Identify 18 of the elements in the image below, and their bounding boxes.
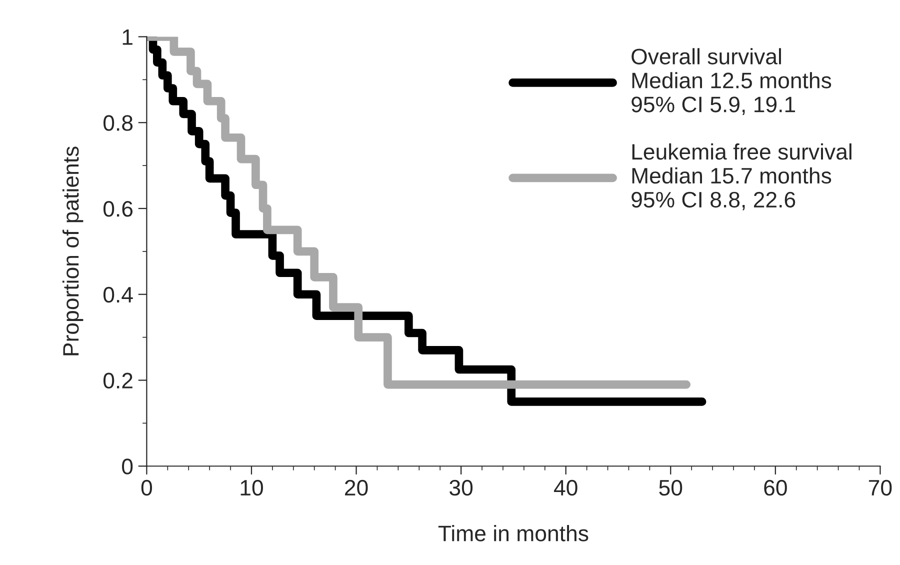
x-tick-label: 20	[345, 480, 368, 496]
legend-label: Leukemia free survival Median 15.7 months 95% CI 8.8, 22.6	[632, 143, 852, 210]
x-tick-label: 60	[764, 480, 787, 496]
x-tick-label: 70	[868, 480, 892, 496]
y-tick-label: 0.2	[103, 372, 132, 389]
y-tick-label: 1	[122, 29, 132, 45]
legend-label: Overall survival Median 12.5 months 95% CI 5.9, 19.1	[632, 48, 832, 115]
x-tick-label: 40	[554, 480, 578, 496]
x-tick-label: 0	[141, 480, 152, 496]
x-tick-label: 50	[659, 480, 682, 496]
y-tick-label: 0.8	[103, 115, 133, 131]
y-tick-label: 0.4	[103, 286, 133, 303]
x-tick-label: 10	[240, 480, 263, 496]
y-tick-label: 0	[122, 458, 133, 474]
y-tick-label: 0.6	[103, 201, 133, 217]
y-axis-title: Proportion of patients	[62, 146, 84, 356]
x-axis-title: Time in months	[438, 525, 588, 542]
x-tick-label: 30	[450, 480, 473, 496]
